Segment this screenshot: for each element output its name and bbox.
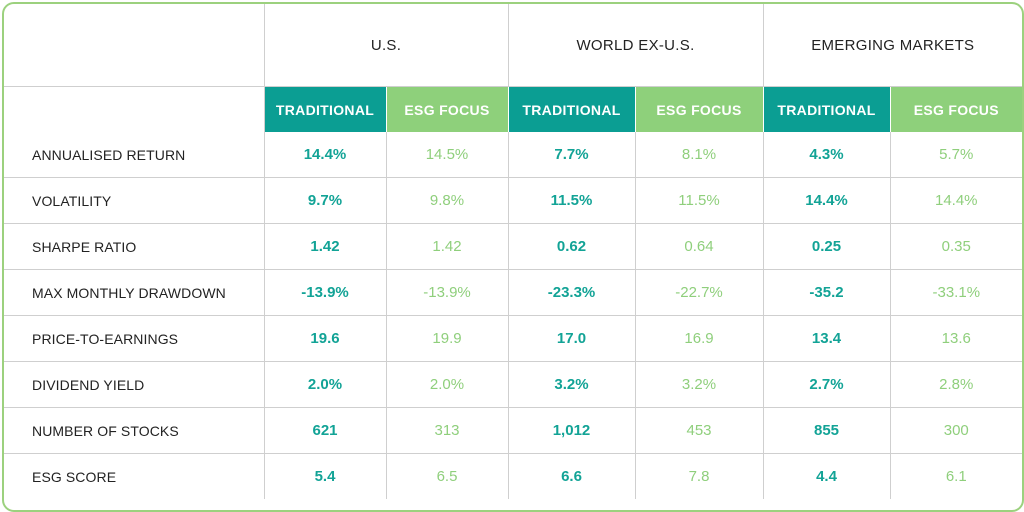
row-label: VOLATILITY: [4, 177, 265, 224]
value-cell-world-traditional: 7.7%: [507, 132, 636, 178]
sub-header-traditional: TRADITIONAL: [263, 86, 387, 132]
sub-header-esg-focus: ESG FOCUS: [889, 86, 1022, 132]
value-cell-em-esg-focus: 14.4%: [889, 177, 1022, 224]
value-cell-us-traditional: 19.6: [263, 315, 387, 362]
value-cell-us-traditional: 1.42: [263, 223, 387, 270]
value-cell-world-esg-focus: 16.9: [634, 315, 764, 362]
row-label: SHARPE RATIO: [4, 223, 265, 270]
value-cell-em-traditional: 14.4%: [762, 177, 891, 224]
value-cell-world-traditional: 0.62: [507, 223, 636, 270]
value-cell-us-esg-focus: 1.42: [385, 223, 509, 270]
value-cell-em-traditional: 13.4: [762, 315, 891, 362]
value-cell-world-traditional: 11.5%: [507, 177, 636, 224]
comparison-table: U.S. WORLD EX-U.S. EMERGING MARKETS TRAD…: [4, 4, 1022, 499]
value-cell-world-esg-focus: 11.5%: [634, 177, 764, 224]
value-cell-world-traditional: -23.3%: [507, 269, 636, 316]
region-header-world-ex-us: WORLD EX-U.S.: [507, 4, 764, 87]
value-cell-em-esg-focus: 300: [889, 407, 1022, 454]
value-cell-em-traditional: 0.25: [762, 223, 891, 270]
region-header-row: U.S. WORLD EX-U.S. EMERGING MARKETS: [4, 4, 1022, 87]
sub-header-traditional: TRADITIONAL: [507, 86, 636, 132]
value-cell-world-esg-focus: 453: [634, 407, 764, 454]
value-cell-em-esg-focus: 13.6: [889, 315, 1022, 362]
row-label: ANNUALISED RETURN: [4, 132, 265, 178]
table-row: PRICE-TO-EARNINGS 19.6 19.9 17.0 16.9 13.4 13.…: [4, 315, 1022, 362]
region-header-us: U.S.: [263, 4, 509, 87]
value-cell-em-traditional: -35.2: [762, 269, 891, 316]
corner-sub-cell: [4, 86, 265, 132]
value-cell-us-traditional: 14.4%: [263, 132, 387, 178]
value-cell-us-esg-focus: 14.5%: [385, 132, 509, 178]
value-cell-us-esg-focus: 9.8%: [385, 177, 509, 224]
value-cell-em-esg-focus: 0.35: [889, 223, 1022, 270]
sub-header-traditional: TRADITIONAL: [762, 86, 891, 132]
row-label: MAX MONTHLY DRAWDOWN: [4, 269, 265, 316]
row-label: NUMBER OF STOCKS: [4, 407, 265, 454]
value-cell-us-traditional: 5.4: [263, 453, 387, 499]
value-cell-world-esg-focus: 7.8: [634, 453, 764, 499]
value-cell-em-traditional: 855: [762, 407, 891, 454]
value-cell-em-esg-focus: 5.7%: [889, 132, 1022, 178]
value-cell-us-traditional: -13.9%: [263, 269, 387, 316]
value-cell-em-traditional: 2.7%: [762, 361, 891, 408]
corner-cell: [4, 4, 265, 87]
value-cell-em-esg-focus: 6.1: [889, 453, 1022, 499]
value-cell-us-traditional: 9.7%: [263, 177, 387, 224]
value-cell-world-traditional: 3.2%: [507, 361, 636, 408]
value-cell-world-esg-focus: 0.64: [634, 223, 764, 270]
table-row: ESG SCORE 5.4 6.5 6.6 7.8 4.4 6.1: [4, 453, 1022, 499]
value-cell-us-traditional: 621: [263, 407, 387, 454]
table-row: SHARPE RATIO 1.42 1.42 0.62 0.64 0.25 0.35: [4, 223, 1022, 270]
value-cell-world-traditional: 6.6: [507, 453, 636, 499]
value-cell-us-esg-focus: 6.5: [385, 453, 509, 499]
value-cell-em-traditional: 4.3%: [762, 132, 891, 178]
value-cell-us-esg-focus: 313: [385, 407, 509, 454]
sub-header-esg-focus: ESG FOCUS: [385, 86, 509, 132]
value-cell-world-esg-focus: 3.2%: [634, 361, 764, 408]
value-cell-us-esg-focus: -13.9%: [385, 269, 509, 316]
table-row: MAX MONTHLY DRAWDOWN -13.9% -13.9% -23.3% -2…: [4, 269, 1022, 316]
value-cell-em-esg-focus: -33.1%: [889, 269, 1022, 316]
value-cell-us-traditional: 2.0%: [263, 361, 387, 408]
row-label: PRICE-TO-EARNINGS: [4, 315, 265, 362]
sub-header-esg-focus: ESG FOCUS: [634, 86, 764, 132]
row-label: DIVIDEND YIELD: [4, 361, 265, 408]
sub-header-row: TRADITIONAL ESG FOCUS TRADITIONAL ESG FO…: [4, 86, 1022, 132]
value-cell-em-traditional: 4.4: [762, 453, 891, 499]
row-label: ESG SCORE: [4, 453, 265, 499]
value-cell-world-traditional: 1,012: [507, 407, 636, 454]
value-cell-world-esg-focus: 8.1%: [634, 132, 764, 178]
region-header-emerging-markets: EMERGING MARKETS: [762, 4, 1022, 87]
value-cell-em-esg-focus: 2.8%: [889, 361, 1022, 408]
value-cell-world-traditional: 17.0: [507, 315, 636, 362]
value-cell-us-esg-focus: 2.0%: [385, 361, 509, 408]
table-row: ANNUALISED RETURN 14.4% 14.5% 7.7% 8.1% 4.3% 5…: [4, 132, 1022, 178]
table-row: DIVIDEND YIELD 2.0% 2.0% 3.2% 3.2% 2.7% 2.8%: [4, 361, 1022, 408]
table-body: ANNUALISED RETURN 14.4% 14.5% 7.7% 8.1% 4.3% 5…: [4, 132, 1022, 499]
value-cell-world-esg-focus: -22.7%: [634, 269, 764, 316]
value-cell-us-esg-focus: 19.9: [385, 315, 509, 362]
table-row: VOLATILITY 9.7% 9.8% 11.5% 11.5% 14.4% 14.4%: [4, 177, 1022, 224]
table-row: NUMBER OF STOCKS 621 313 1,012 453 855 300: [4, 407, 1022, 454]
